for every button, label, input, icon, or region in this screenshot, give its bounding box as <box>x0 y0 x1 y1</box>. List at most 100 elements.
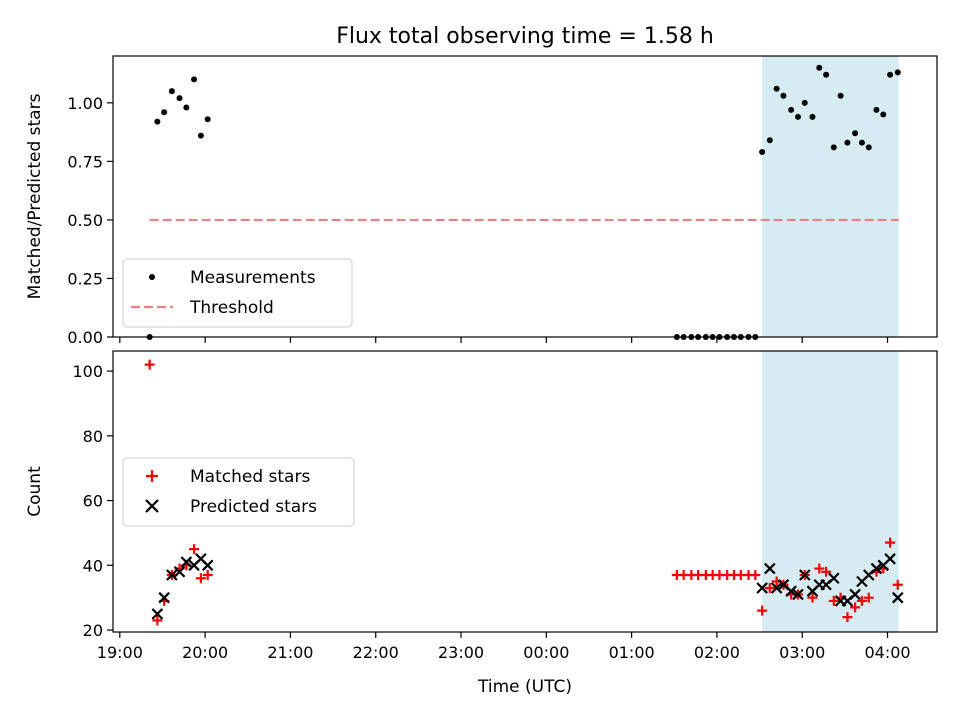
legend-box <box>122 258 353 328</box>
x-tick-label: 19:00 <box>97 643 143 662</box>
predicted-star-point <box>173 566 186 578</box>
legend-label: Predicted stars <box>190 497 317 517</box>
legend-label: Threshold <box>189 298 274 318</box>
matched-star-point <box>892 579 903 590</box>
measurement-point <box>816 64 823 71</box>
bottom-panel-star-counts: 20 40 60 80 100 19:00 20:00 21:00 22:00 23:00 00:0… <box>25 350 938 697</box>
measurement-point <box>766 137 773 144</box>
y-tick-label: 1.00 <box>67 94 103 113</box>
predicted-star-point <box>828 572 840 585</box>
matched-star-point <box>821 566 832 577</box>
matched-star-point <box>856 595 867 606</box>
y-tick-label: 40 <box>83 556 103 575</box>
measurement-point <box>788 106 795 113</box>
x-tick-label: 01:00 <box>609 643 655 662</box>
predicted-star-point <box>201 559 214 572</box>
measurement-point <box>823 71 830 78</box>
predicted-star-point <box>785 585 797 597</box>
matched-star-point <box>828 595 839 606</box>
predicted-star-point <box>764 562 776 575</box>
x-axis-label: Time (UTC) <box>477 677 572 697</box>
legend-marker <box>149 274 155 280</box>
x-tick-label: 02:00 <box>694 643 740 662</box>
matched-star-point <box>764 582 775 593</box>
matched-star-point <box>842 612 853 623</box>
predicted-star-point <box>166 569 178 581</box>
x-tick-label: 00:00 <box>523 643 569 662</box>
predicted-star-point <box>151 608 164 620</box>
measurement-point <box>168 88 175 95</box>
measurement-point <box>183 104 190 111</box>
predicted-star-point <box>799 569 811 581</box>
measurement-point <box>844 139 851 146</box>
y-axis-label: Matched/Predicted stars <box>25 93 45 299</box>
legend-box <box>122 457 355 527</box>
measurement-point <box>865 144 872 151</box>
measurement-point <box>894 69 901 76</box>
x-tick-label: 03:00 <box>779 643 825 662</box>
measurement-point <box>204 116 211 123</box>
top-panel-matched-ratio: 0.00 0.25 0.50 0.75 1.00 Matched/Predicted st… <box>25 55 938 347</box>
matched-star-point <box>807 592 818 603</box>
matched-star-point <box>885 537 896 548</box>
x-tick-label: 23:00 <box>438 643 484 662</box>
y-tick-label: 0.75 <box>67 152 103 171</box>
matched-star-point <box>152 615 163 626</box>
measurement-point <box>191 76 198 83</box>
matched-star-point <box>814 563 825 574</box>
matched-star-point <box>144 359 155 370</box>
predicted-star-point <box>849 588 861 601</box>
measurement-point <box>794 113 801 120</box>
legend-label: Measurements <box>190 268 316 288</box>
axes-frame <box>112 350 938 633</box>
y-tick-label: 80 <box>83 427 103 446</box>
measurement-point <box>887 71 894 78</box>
shaded-region <box>762 56 899 337</box>
measurement-point <box>801 99 808 106</box>
x-tick-label: 22:00 <box>353 643 399 662</box>
measurement-point <box>837 92 844 99</box>
y-tick-label: 0.25 <box>67 269 103 288</box>
matched-star-point <box>195 573 206 584</box>
predicted-star-point <box>891 591 904 604</box>
measurement-point <box>858 139 865 146</box>
y-tick-label: 0.00 <box>67 328 103 347</box>
measurement-point <box>759 149 766 156</box>
measurement-point <box>852 130 859 137</box>
matched-star-point <box>863 592 874 603</box>
measurement-point <box>873 106 880 113</box>
measurement-point <box>880 111 887 118</box>
measurement-point <box>780 92 787 99</box>
measurement-point <box>809 113 816 120</box>
predicted-star-point <box>870 562 883 575</box>
matched-star-point <box>850 602 861 613</box>
predicted-star-point <box>884 553 896 565</box>
measurement-point <box>773 85 780 92</box>
x-tick-label: 04:00 <box>864 643 910 662</box>
y-tick-label: 100 <box>72 362 103 381</box>
measurement-point <box>154 118 161 125</box>
measurement-point <box>830 144 837 151</box>
measurement-point <box>161 109 168 116</box>
measurement-point <box>197 132 204 139</box>
matched-star-point <box>202 570 213 581</box>
predicted-star-point <box>792 588 804 601</box>
predicted-star-point <box>180 556 193 568</box>
legend-marker <box>146 470 158 482</box>
matched-star-point <box>750 570 761 581</box>
predicted-star-point <box>158 591 170 604</box>
x-tick-label: 20:00 <box>182 643 228 662</box>
legend-marker <box>145 499 159 513</box>
y-axis-label: Count <box>25 466 45 517</box>
matched-star-point <box>189 544 200 555</box>
legend-label: Matched stars <box>190 467 310 487</box>
axes-frame <box>112 55 938 338</box>
x-tick-label: 21:00 <box>267 643 313 662</box>
y-tick-label: 60 <box>83 492 103 511</box>
y-tick-label: 20 <box>83 621 103 640</box>
y-tick-label: 0.50 <box>67 211 103 230</box>
chart-title: Flux total observing time = 1.58 h <box>336 24 714 49</box>
matched-star-point <box>757 605 768 616</box>
measurement-point <box>176 95 183 102</box>
